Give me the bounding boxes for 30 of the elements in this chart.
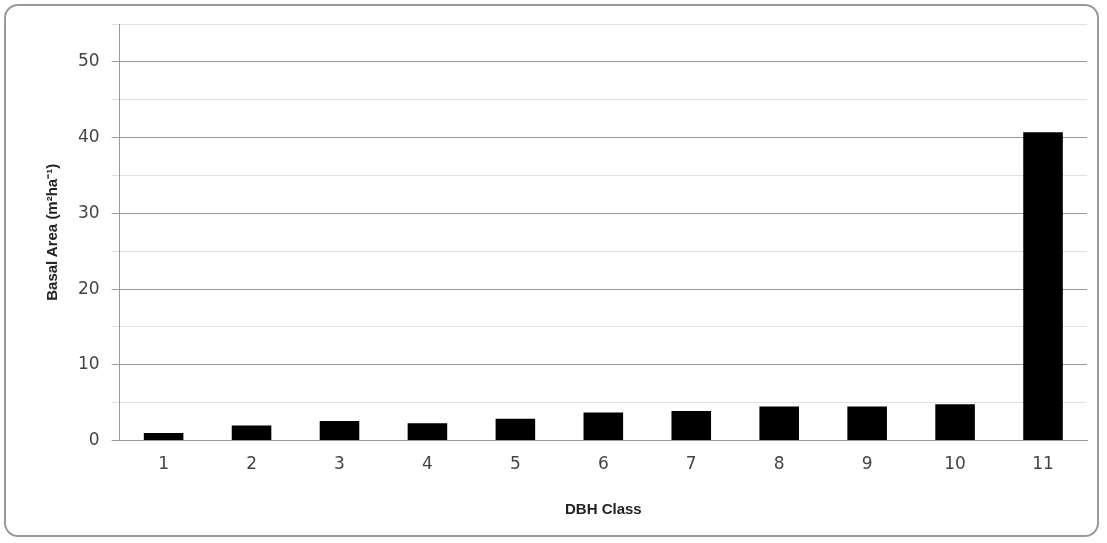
x-tick-label: 7 xyxy=(685,453,697,474)
bar xyxy=(671,411,712,441)
x-tick-label: 11 xyxy=(1032,453,1054,474)
x-tick-label: 1 xyxy=(158,453,170,474)
x-tick-label: 9 xyxy=(861,453,873,474)
bar xyxy=(319,420,360,441)
bar xyxy=(935,404,975,441)
x-tick-label: 10 xyxy=(944,453,966,474)
bar xyxy=(759,406,799,441)
x-tick-label: 4 xyxy=(422,453,433,474)
x-tick-label: 6 xyxy=(597,453,609,474)
x-axis-title: DBH Class xyxy=(564,500,642,518)
y-tick-label: 50 xyxy=(77,50,100,71)
x-tick-label: 5 xyxy=(509,453,521,474)
y-tick-label: 10 xyxy=(77,353,100,374)
bar xyxy=(407,423,448,441)
bar xyxy=(495,418,536,441)
y-tick-label: 20 xyxy=(77,277,100,298)
y-tick-label: 0 xyxy=(88,429,100,450)
bar xyxy=(1023,132,1063,441)
x-tick-label: 3 xyxy=(334,453,345,474)
bar xyxy=(847,406,887,441)
y-tick-label: 40 xyxy=(77,126,100,147)
x-tick-label: 8 xyxy=(773,453,785,474)
x-tick-label: 2 xyxy=(246,453,257,474)
bar xyxy=(143,433,184,441)
y-axis-title: Basal Area (m²ha⁻¹) xyxy=(43,163,61,301)
bar xyxy=(583,412,624,441)
bar xyxy=(231,425,272,441)
y-tick-label: 30 xyxy=(77,201,100,222)
